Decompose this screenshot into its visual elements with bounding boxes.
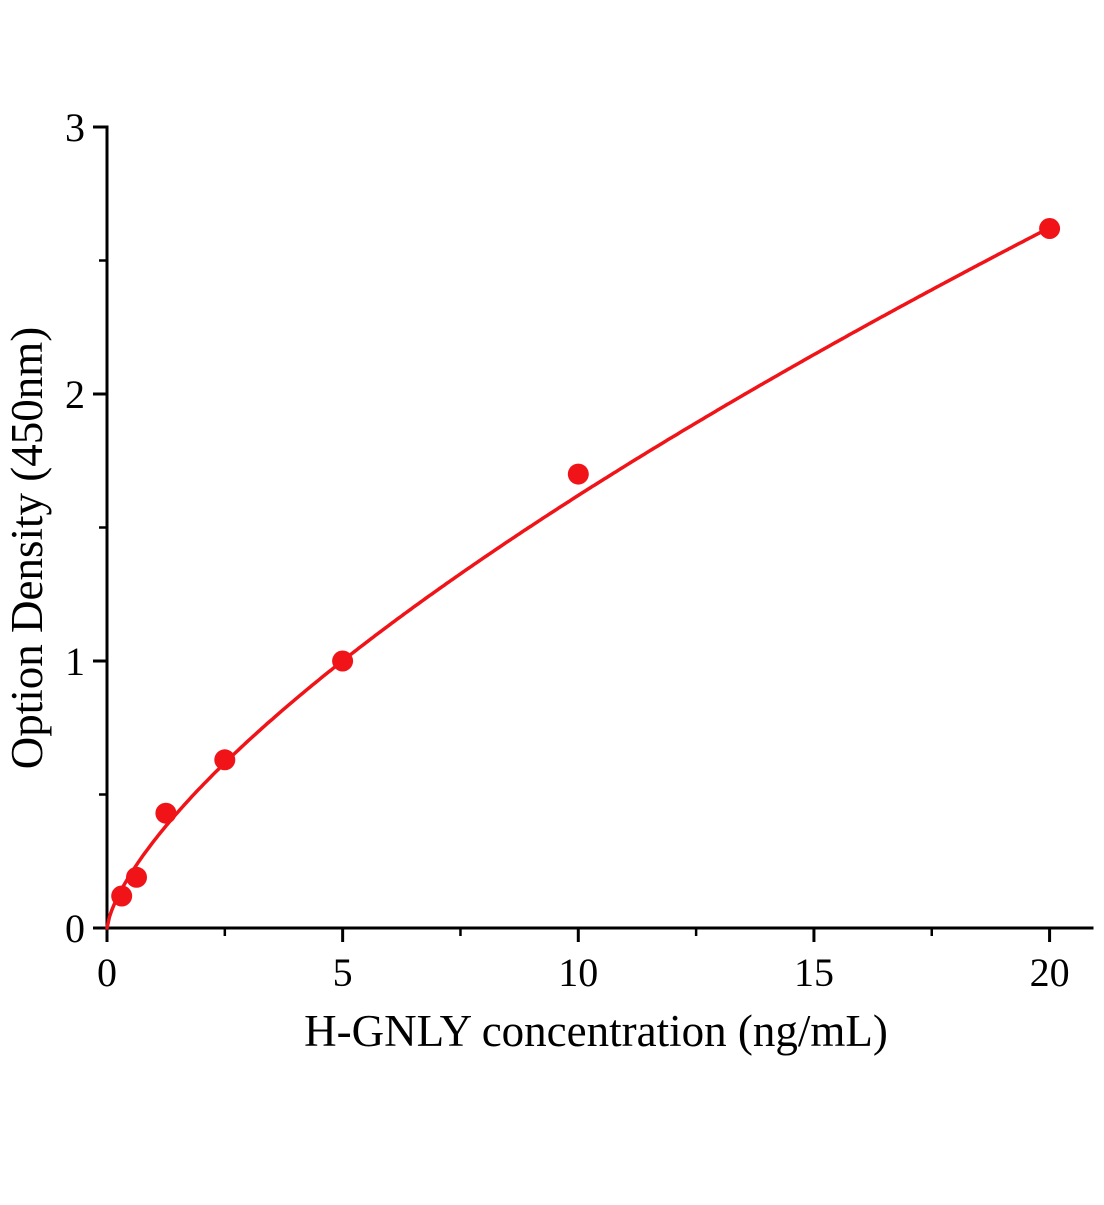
x-tick-label: 15 (794, 950, 834, 995)
data-point (1039, 218, 1061, 239)
x-tick-label: 10 (558, 950, 598, 995)
plot-layer: 0 5 10 15 20 0 1 2 3 (65, 105, 1094, 995)
y-tick-label: 1 (65, 639, 85, 684)
fit-curve (105, 225, 1052, 930)
data-point (126, 866, 147, 888)
y-tick-label: 3 (65, 105, 85, 150)
data-point (332, 650, 354, 672)
x-tick-label: 20 (1030, 950, 1070, 995)
data-point (155, 802, 177, 824)
data-point (111, 885, 133, 907)
axes-spines (105, 125, 1094, 930)
x-tick-label: 5 (333, 950, 353, 995)
y-tick-label: 2 (65, 372, 85, 417)
x-axis-title: H-GNLY concentration (ng/mL) (304, 1006, 888, 1056)
data-point (567, 463, 589, 485)
y-tick-label: 0 (65, 906, 85, 951)
y-axis-title: Option Density (450nm) (2, 327, 52, 769)
data-point (214, 749, 236, 771)
x-tick-label: 0 (97, 950, 117, 995)
